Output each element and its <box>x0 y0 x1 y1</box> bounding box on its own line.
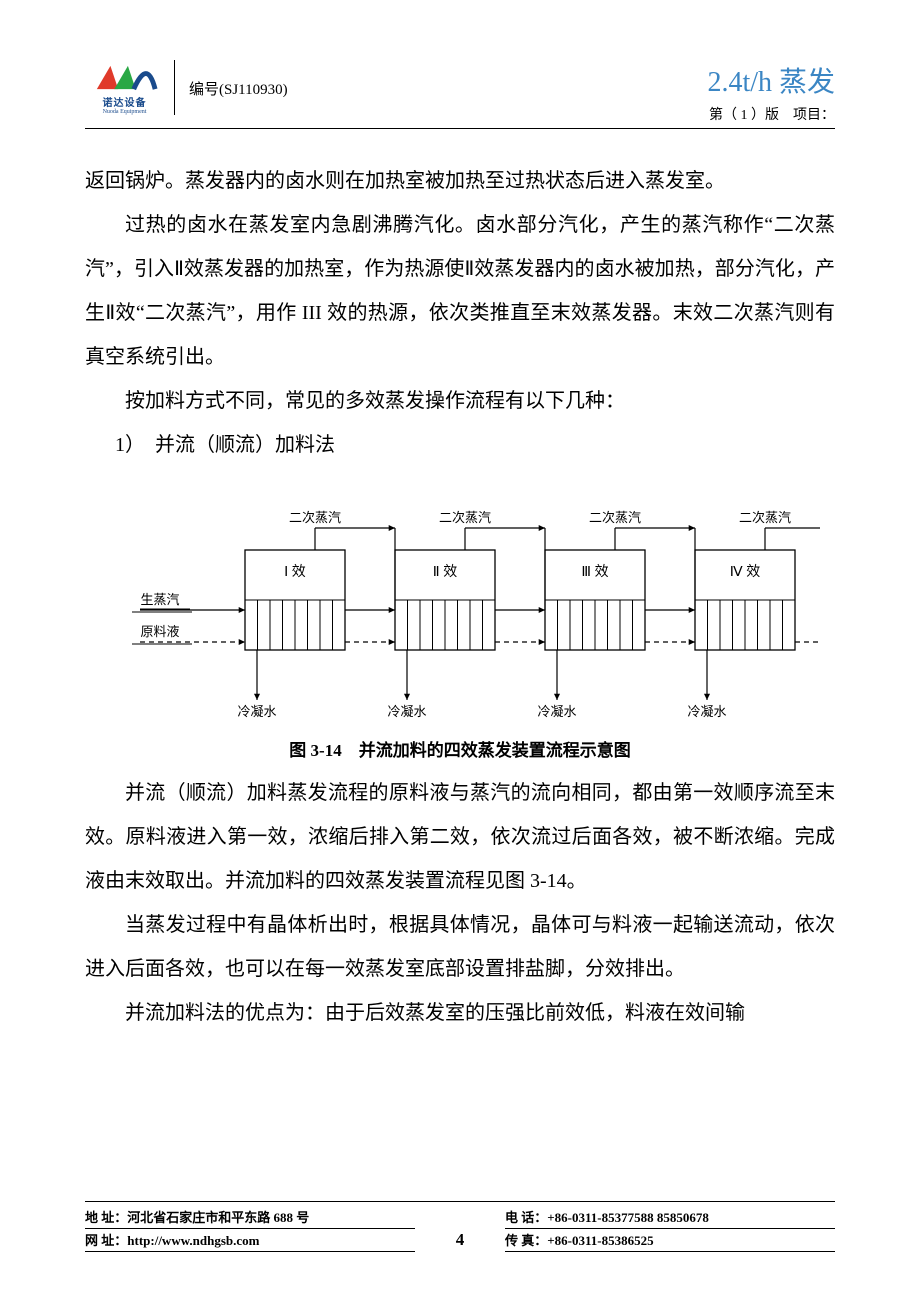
svg-text:二次蒸汽: 二次蒸汽 <box>589 510 641 525</box>
paragraph: 并流（顺流）加料蒸发流程的原料液与蒸汽的流向相同，都由第一效顺序流至末效。原料液… <box>85 771 835 903</box>
svg-text:Ⅰ 效: Ⅰ 效 <box>284 564 306 580</box>
body-text: 返回锅炉。蒸发器内的卤水则在加热室被加热至过热状态后进入蒸发室。 过热的卤水在蒸… <box>85 159 835 467</box>
doc-meta: 第（ 1 ）版 项目： <box>707 104 835 124</box>
page-footer: 地 址：河北省石家庄市和平东路 688 号 网 址：http://www.ndh… <box>85 1201 835 1252</box>
header-right: 2.4t/h 蒸发 第（ 1 ）版 项目： <box>707 60 835 124</box>
footer-web: 网 址：http://www.ndhgsb.com <box>85 1229 415 1252</box>
project-label: 项目： <box>793 108 835 123</box>
svg-text:冷凝水: 冷凝水 <box>237 704 276 719</box>
svg-text:生蒸汽: 生蒸汽 <box>140 592 179 607</box>
paragraph: 按加料方式不同，常见的多效蒸发操作流程有以下几种： <box>85 379 835 423</box>
svg-text:二次蒸汽: 二次蒸汽 <box>439 510 491 525</box>
paragraph: 并流加料法的优点为：由于后效蒸发室的压强比前效低，料液在效间输 <box>85 991 835 1035</box>
svg-text:Ⅲ 效: Ⅲ 效 <box>581 564 608 580</box>
paragraph: 过热的卤水在蒸发室内急剧沸腾汽化。卤水部分汽化，产生的蒸汽称作“二次蒸汽”，引入… <box>85 203 835 379</box>
logo-subtext: Nuoda Equipment <box>103 109 147 115</box>
logo: 诺达设备 Nuoda Equipment <box>85 60 175 115</box>
footer-tel: 电 话：+86-0311-85377588 85850678 <box>505 1206 835 1229</box>
header-rule <box>85 128 835 129</box>
list-item: 1） 并流（顺流）加料法 <box>85 423 835 467</box>
svg-text:Ⅱ 效: Ⅱ 效 <box>433 564 457 580</box>
doc-title: 2.4t/h 蒸发 <box>707 60 835 100</box>
version-label: 第（ 1 ）版 <box>709 108 779 123</box>
body-text: 并流（顺流）加料蒸发流程的原料液与蒸汽的流向相同，都由第一效顺序流至末效。原料液… <box>85 771 835 1035</box>
footer-fax: 传 真：+86-0311-85386525 <box>505 1229 835 1252</box>
svg-text:冷凝水: 冷凝水 <box>537 704 576 719</box>
footer-right: 电 话：+86-0311-85377588 85850678 传 真：+86-0… <box>505 1206 835 1252</box>
paragraph: 当蒸发过程中有晶体析出时，根据具体情况，晶体可与料液一起输送流动，依次进入后面各… <box>85 903 835 991</box>
paragraph: 返回锅炉。蒸发器内的卤水则在加热室被加热至过热状态后进入蒸发室。 <box>85 159 835 203</box>
page-number: 4 <box>456 1230 465 1252</box>
logo-text: 诺达设备 <box>103 94 147 109</box>
footer-rule <box>85 1201 835 1202</box>
svg-text:原料液: 原料液 <box>140 624 179 639</box>
company-logo-icon <box>90 60 160 94</box>
figure-caption: 图 3-14 并流加料的四效蒸发装置流程示意图 <box>85 736 835 761</box>
svg-text:冷凝水: 冷凝水 <box>687 704 726 719</box>
svg-text:冷凝水: 冷凝水 <box>387 704 426 719</box>
flow-diagram: Ⅰ 效二次蒸汽冷凝水Ⅱ 效二次蒸汽冷凝水Ⅲ 效二次蒸汽冷凝水Ⅳ 效二次蒸汽去真空… <box>100 495 820 725</box>
footer-left: 地 址：河北省石家庄市和平东路 688 号 网 址：http://www.ndh… <box>85 1206 415 1252</box>
footer-address: 地 址：河北省石家庄市和平东路 688 号 <box>85 1206 415 1229</box>
svg-text:二次蒸汽: 二次蒸汽 <box>739 510 791 525</box>
diagram-figure: Ⅰ 效二次蒸汽冷凝水Ⅱ 效二次蒸汽冷凝水Ⅲ 效二次蒸汽冷凝水Ⅳ 效二次蒸汽去真空… <box>85 495 835 761</box>
svg-text:Ⅳ 效: Ⅳ 效 <box>730 564 760 580</box>
svg-text:二次蒸汽: 二次蒸汽 <box>289 510 341 525</box>
page-header: 诺达设备 Nuoda Equipment 编号(SJ110930) 2.4t/h… <box>85 60 835 120</box>
